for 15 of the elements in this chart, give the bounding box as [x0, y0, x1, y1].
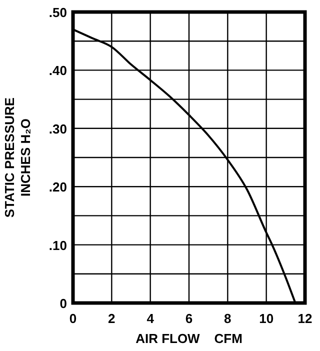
- x-tick-label: 4: [146, 311, 155, 326]
- y-tick-label: 0: [60, 296, 67, 311]
- x-tick-label: 2: [108, 311, 116, 326]
- x-axis-title: AIR FLOW CFM: [136, 331, 242, 346]
- x-tick-label: 8: [224, 311, 232, 326]
- y-axis-title: STATIC PRESSURE INCHES H₂O: [2, 97, 33, 218]
- x-tick-label: 10: [259, 311, 274, 326]
- y-tick-label: .20: [48, 180, 67, 195]
- y-tick-label: .10: [48, 238, 67, 253]
- x-tick-label: 12: [298, 311, 312, 326]
- y-tick-label: .40: [48, 63, 67, 78]
- x-tick-label: 6: [185, 311, 193, 326]
- x-tick-label: 0: [69, 311, 77, 326]
- y-tick-label: .50: [48, 5, 67, 20]
- y-tick-label: .30: [48, 121, 67, 136]
